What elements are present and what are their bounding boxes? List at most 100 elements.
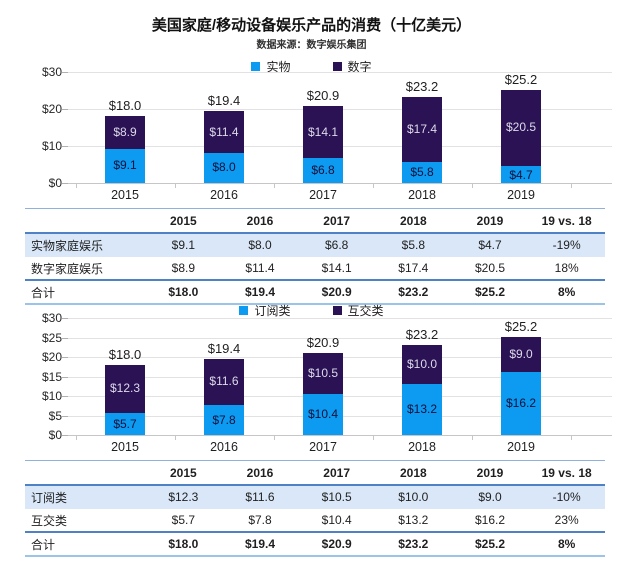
x-axis-category-label: 2019	[507, 188, 535, 202]
bar-segment: $8.9	[105, 116, 145, 150]
x-axis-baseline	[68, 183, 612, 184]
table-cell: $18.0	[168, 537, 199, 551]
table-row: 订阅类 $12.3 $11.6 $10.5 $10.0 $9.0 -10%	[25, 486, 605, 509]
table-cell: 8%	[557, 537, 576, 551]
bar-segment-value-label: $16.2	[505, 395, 537, 410]
table-cell: $5.7	[171, 513, 195, 527]
legend-swatch-icon	[332, 62, 342, 71]
x-axis-category-label: 2015	[111, 188, 139, 202]
x-axis-category-label: 2018	[408, 440, 436, 454]
y-axis-tick	[62, 376, 68, 378]
table-cell: $16.2	[474, 513, 505, 527]
stacked-bar-chart-subscription-vs-interactive: 订阅类 互交类 $0 $5 $10 $15 $20 $25 $30 $5.7 $12.3 $18.0…	[0, 302, 623, 458]
table-cell: $8.9	[171, 261, 195, 275]
table-header-cell: 2019	[476, 213, 504, 228]
y-axis-tick	[62, 396, 68, 397]
table-cell: $19.4	[244, 537, 275, 551]
y-axis-tick	[62, 318, 68, 319]
bar-segment: $9.0	[501, 336, 541, 372]
data-source-note: 数据来源：数字娱乐集团	[256, 40, 367, 51]
x-axis-tick	[471, 436, 473, 440]
table-header-cell: 19 vs. 18	[541, 213, 592, 228]
y-axis-tick	[62, 415, 68, 417]
bar-segment: $16.2	[501, 371, 541, 435]
gridline	[68, 337, 612, 339]
x-axis-tick	[471, 184, 473, 188]
legend-item: 订阅类	[239, 302, 291, 319]
y-axis-tick	[62, 72, 68, 73]
bar-segment-value-label: $8.9	[113, 125, 137, 140]
bar-total-label: $23.2	[405, 79, 439, 95]
table-row-label: 互交类	[31, 513, 68, 528]
table-cell: $23.2	[398, 285, 429, 299]
bar-segment: $10.0	[402, 344, 442, 384]
table-cell: $4.7	[478, 238, 502, 252]
bar-segment: $11.4	[204, 111, 244, 154]
bar-segment-value-label: $12.3	[109, 380, 141, 395]
table-cell: $9.1	[171, 238, 195, 252]
table-header-cell: 2017	[323, 213, 350, 228]
table-header-cell: 19 vs. 18	[541, 465, 592, 480]
bar-total-label: $18.0	[108, 346, 142, 362]
legend-item: 互交类	[332, 302, 384, 319]
chart-plot-area: $0 $10 $20 $30 $9.1 $8.9 $18.0 2015 $8.0 $11.4 $19…	[0, 58, 623, 206]
table-header-cell: 2018	[399, 213, 427, 228]
bar-segment: $11.6	[204, 359, 244, 405]
legend-item: 实物	[251, 58, 291, 75]
y-axis-tick-label: $30	[41, 65, 62, 79]
table-cell: $25.2	[474, 285, 505, 299]
table-cell: $18.0	[168, 285, 199, 299]
x-axis-category-label: 2018	[408, 188, 436, 202]
bar-total-label: $18.0	[108, 98, 142, 114]
legend-swatch-icon	[239, 306, 249, 315]
bar-segment: $5.8	[402, 161, 442, 183]
bar-segment: $12.3	[105, 364, 145, 413]
table-subscription-vs-interactive: 2015 2016 2017 2018 2019 19 vs. 18 订阅类 $12.3 $11…	[25, 460, 605, 557]
table-cell: $25.2	[474, 537, 505, 551]
table-physical-vs-digital: 2015 2016 2017 2018 2019 19 vs. 18 实物家庭娱乐 $9.1 $…	[25, 208, 605, 305]
bar-total-label: $20.9	[306, 87, 340, 103]
legend-swatch-icon	[251, 62, 261, 71]
gridline	[68, 318, 612, 319]
stacked-bar-chart-physical-vs-digital: 实物 数字 $0 $10 $20 $30 $9.1 $8.9 $18.0 2015 $8.0 $11…	[0, 58, 623, 206]
table-header-row: 2015 2016 2017 2018 2019 19 vs. 18	[25, 209, 605, 234]
x-axis-category-label: 2019	[507, 440, 535, 454]
table-row: 互交类 $5.7 $7.8 $10.4 $13.2 $16.2 23%	[25, 509, 605, 531]
bar-segment-value-label: $9.1	[113, 158, 137, 173]
table-header-cell: 2016	[246, 465, 274, 480]
bar-segment-value-label: $20.5	[505, 119, 537, 134]
bar-total-label: $19.4	[207, 341, 241, 357]
bar-segment: $9.1	[105, 149, 145, 183]
x-axis-tick	[273, 436, 275, 440]
table-cell: 8%	[557, 285, 576, 299]
table-cell: $10.5	[321, 490, 352, 504]
page-title: 美国家庭/移动设备娱乐产品的消费（十亿美元）	[151, 17, 472, 34]
bar-segment-value-label: $8.0	[212, 160, 236, 175]
bar-segment: $17.4	[402, 97, 442, 162]
table-header-cell: 2018	[399, 465, 427, 480]
x-axis-tick	[174, 184, 176, 188]
x-axis-tick	[273, 184, 275, 188]
table-header-cell: 2015	[169, 465, 197, 480]
y-axis-tick	[62, 146, 68, 147]
bar-segment-value-label: $10.5	[307, 366, 339, 381]
table-cell: $10.0	[398, 490, 429, 504]
bar-segment: $4.7	[501, 165, 541, 183]
chart-legend: 订阅类 互交类	[0, 302, 623, 319]
table-cell: 18%	[554, 261, 579, 275]
x-axis-category-label: 2015	[111, 440, 139, 454]
table-row: 实物家庭娱乐 $9.1 $8.0 $6.8 $5.8 $4.7 -19%	[25, 234, 605, 257]
x-axis-tick	[570, 436, 572, 440]
y-axis-tick-label: $30	[41, 311, 62, 325]
table-cell: $6.8	[324, 238, 349, 252]
table-row: 数字家庭娱乐 $8.9 $11.4 $14.1 $17.4 $20.5 18%	[25, 257, 605, 279]
legend-label: 订阅类	[254, 304, 291, 318]
y-axis-tick-label: $5	[48, 408, 62, 423]
legend-swatch-icon	[332, 306, 342, 315]
bar-segment: $8.0	[204, 153, 244, 183]
table-cell: $11.6	[245, 490, 275, 504]
y-axis-tick-label: $10	[41, 389, 62, 403]
table-cell: $17.4	[398, 261, 429, 275]
table-cell: $7.8	[248, 513, 272, 527]
y-axis-tick-label: $0	[48, 176, 62, 190]
